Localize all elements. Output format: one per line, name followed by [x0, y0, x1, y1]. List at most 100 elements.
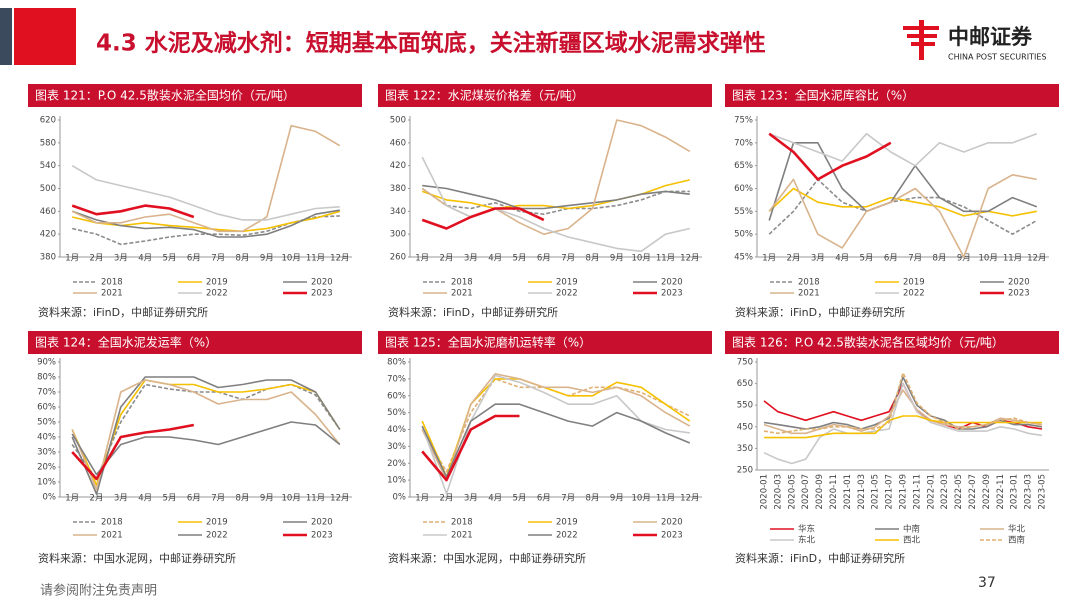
legend-label: 2022 [556, 289, 578, 299]
panel-title: 图表 121：P.O 42.5散装水泥全国均价（元/吨） [35, 88, 295, 103]
series-line [768, 142, 1038, 221]
y-tick-label: 40% [387, 425, 406, 435]
x-tick-label: 7月 [211, 494, 225, 504]
y-tick-label: 500 [390, 116, 406, 126]
series-line [72, 215, 340, 246]
series-line [768, 187, 1037, 217]
x-tick-label: 2月 [90, 254, 104, 264]
x-tick-label: 6月 [187, 254, 201, 264]
series-line [763, 382, 1043, 465]
series-line [421, 414, 520, 482]
x-tick-label: 8月 [236, 254, 250, 264]
legend-label: 2020 [1008, 278, 1030, 288]
panel-source: 资料来源：iFinD，中邮证券研究所 [38, 305, 208, 319]
x-tick-label: 2020-03 [773, 474, 783, 510]
x-tick-label: 1月 [762, 254, 776, 264]
x-tick-label: 1月 [65, 494, 79, 504]
y-tick-label: 30% [387, 442, 406, 452]
x-tick-label: 7月 [908, 254, 922, 264]
series-line [421, 373, 691, 481]
x-tick-label: 11月 [656, 254, 675, 264]
y-tick-label: 10% [387, 476, 406, 486]
x-tick-label: 4月 [138, 494, 152, 504]
legend-label: 2023 [661, 289, 683, 299]
y-tick-label: 350 [737, 444, 753, 454]
legend-label: 2019 [206, 518, 228, 528]
x-tick-label: 4月 [835, 254, 849, 264]
x-tick-label: 9月 [957, 254, 971, 264]
legend-label: 2021 [451, 289, 473, 299]
y-tick-label: 75% [734, 116, 753, 126]
x-tick-label: 10月 [282, 254, 301, 264]
legend-label: 2018 [101, 518, 123, 528]
legend-label: 西南 [1008, 535, 1025, 546]
y-tick-label: 750 [737, 358, 753, 368]
legend-label: 2021 [451, 531, 473, 541]
y-tick-label: 460 [390, 138, 406, 148]
y-tick-label: 380 [390, 184, 406, 194]
legend-label: 2018 [451, 278, 473, 288]
x-tick-label: 2月 [440, 254, 454, 264]
x-tick-label: 4月 [488, 494, 502, 504]
legend-label: 2022 [206, 289, 228, 299]
y-tick-label: 420 [40, 230, 56, 240]
y-tick-label: 60% [37, 403, 56, 413]
x-tick-label: 3月 [114, 494, 128, 504]
x-tick-label: 8月 [586, 254, 600, 264]
slide-title: 4.3 水泥及减水剂：短期基本面筑底，关注新疆区域水泥需求弹性 [96, 30, 766, 57]
legend-label: 2020 [661, 518, 683, 528]
panel-source: 资料来源：中国水泥网，中邮证券研究所 [388, 551, 586, 565]
y-tick-label: 50% [387, 408, 406, 418]
legend-label: 2021 [798, 289, 820, 299]
legend-label: 2023 [311, 531, 333, 541]
panel-header [378, 331, 712, 354]
x-tick-label: 6月 [537, 494, 551, 504]
series-line [71, 421, 341, 476]
y-tick-label: 500 [40, 184, 56, 194]
x-tick-label: 2月 [90, 494, 104, 504]
y-tick-label: 90% [37, 358, 56, 368]
x-tick-label: 2022-03 [940, 474, 950, 510]
series-line [421, 119, 691, 235]
page-number: 37 [978, 575, 996, 591]
y-tick-label: 60% [734, 184, 753, 194]
legend-label: 2019 [903, 278, 925, 288]
x-tick-label: 2021-03 [857, 474, 867, 510]
legend-label: 东北 [798, 535, 816, 546]
legend-label: 2022 [903, 289, 925, 299]
panel-header [378, 84, 712, 107]
x-tick-label: 5月 [163, 494, 177, 504]
legend-label: 中南 [903, 524, 920, 535]
x-tick-label: 11月 [306, 494, 325, 504]
x-tick-label: 2022-11 [996, 474, 1006, 510]
x-tick-label: 5月 [513, 254, 527, 264]
y-tick-label: 55% [734, 207, 753, 217]
x-tick-label: 2023-03 [1024, 474, 1034, 510]
x-tick-label: 2022-01 [926, 474, 936, 510]
y-tick-label: 70% [387, 374, 406, 384]
x-tick-label: 2023-01 [1010, 474, 1020, 510]
y-tick-label: 60% [387, 391, 406, 401]
series-line [71, 209, 340, 238]
y-tick-label: 650 [737, 379, 753, 389]
panel-source: 资料来源：iFinD，中邮证券研究所 [735, 305, 905, 319]
panel-header [28, 331, 362, 354]
x-tick-label: 6月 [187, 494, 201, 504]
y-tick-label: 450 [737, 422, 753, 432]
y-tick-label: 50% [734, 230, 753, 240]
panel-title: 图表 123：全国水泥库容比（%） [732, 88, 914, 103]
y-tick-label: 550 [737, 401, 753, 411]
series-line [421, 187, 690, 215]
legend-label: 2023 [311, 289, 333, 299]
x-tick-label: 5月 [860, 254, 874, 264]
panel-title: 图表 122：水泥煤炭价格差（元/吨） [385, 88, 584, 103]
x-tick-label: 11月 [656, 494, 675, 504]
logo-icon [903, 20, 939, 60]
series-line [421, 378, 691, 478]
series-line [421, 403, 691, 478]
legend-label: 2021 [101, 531, 123, 541]
series-line [768, 174, 1037, 258]
x-tick-label: 9月 [260, 254, 274, 264]
panel-header [28, 84, 362, 107]
